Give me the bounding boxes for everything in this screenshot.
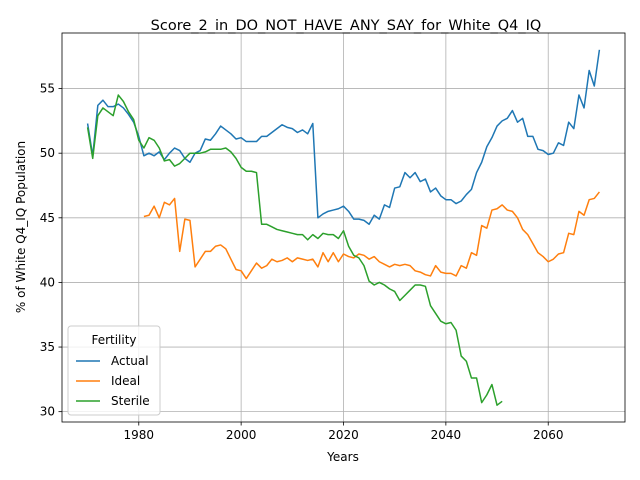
y-tick-label: 40 bbox=[40, 275, 55, 289]
series-line-ideal bbox=[143, 191, 600, 280]
plot-area bbox=[86, 49, 601, 406]
y-tick-label: 30 bbox=[40, 405, 55, 419]
x-tick-label: 2000 bbox=[226, 428, 257, 442]
x-tick-label: 2020 bbox=[328, 428, 359, 442]
legend-label-actual: Actual bbox=[111, 354, 149, 368]
y-axis: 30 35 40 45 50 55 bbox=[40, 82, 62, 419]
y-tick-label: 45 bbox=[40, 211, 55, 225]
x-tick-label: 2040 bbox=[431, 428, 462, 442]
series-line-sterile bbox=[86, 94, 503, 406]
legend-label-sterile: Sterile bbox=[111, 394, 150, 408]
y-tick-label: 50 bbox=[40, 146, 55, 160]
legend: Fertility Actual Ideal Sterile bbox=[67, 325, 161, 416]
legend-box bbox=[67, 325, 161, 416]
x-axis: 1980 2000 2020 2040 2060 bbox=[123, 422, 564, 442]
chart-title: Score_2_in_DO_NOT_HAVE_ANY_SAY_for_White… bbox=[151, 18, 542, 34]
x-axis-label: Years bbox=[326, 450, 359, 464]
y-axis-label: % of White Q4_IQ Population bbox=[14, 141, 28, 313]
x-tick-label: 2060 bbox=[533, 428, 564, 442]
series-line-actual bbox=[86, 49, 601, 226]
y-tick-label: 35 bbox=[40, 340, 55, 354]
y-tick-label: 55 bbox=[40, 82, 55, 96]
legend-title: Fertility bbox=[91, 333, 136, 347]
legend-label-ideal: Ideal bbox=[111, 374, 140, 388]
x-tick-label: 1980 bbox=[123, 428, 154, 442]
